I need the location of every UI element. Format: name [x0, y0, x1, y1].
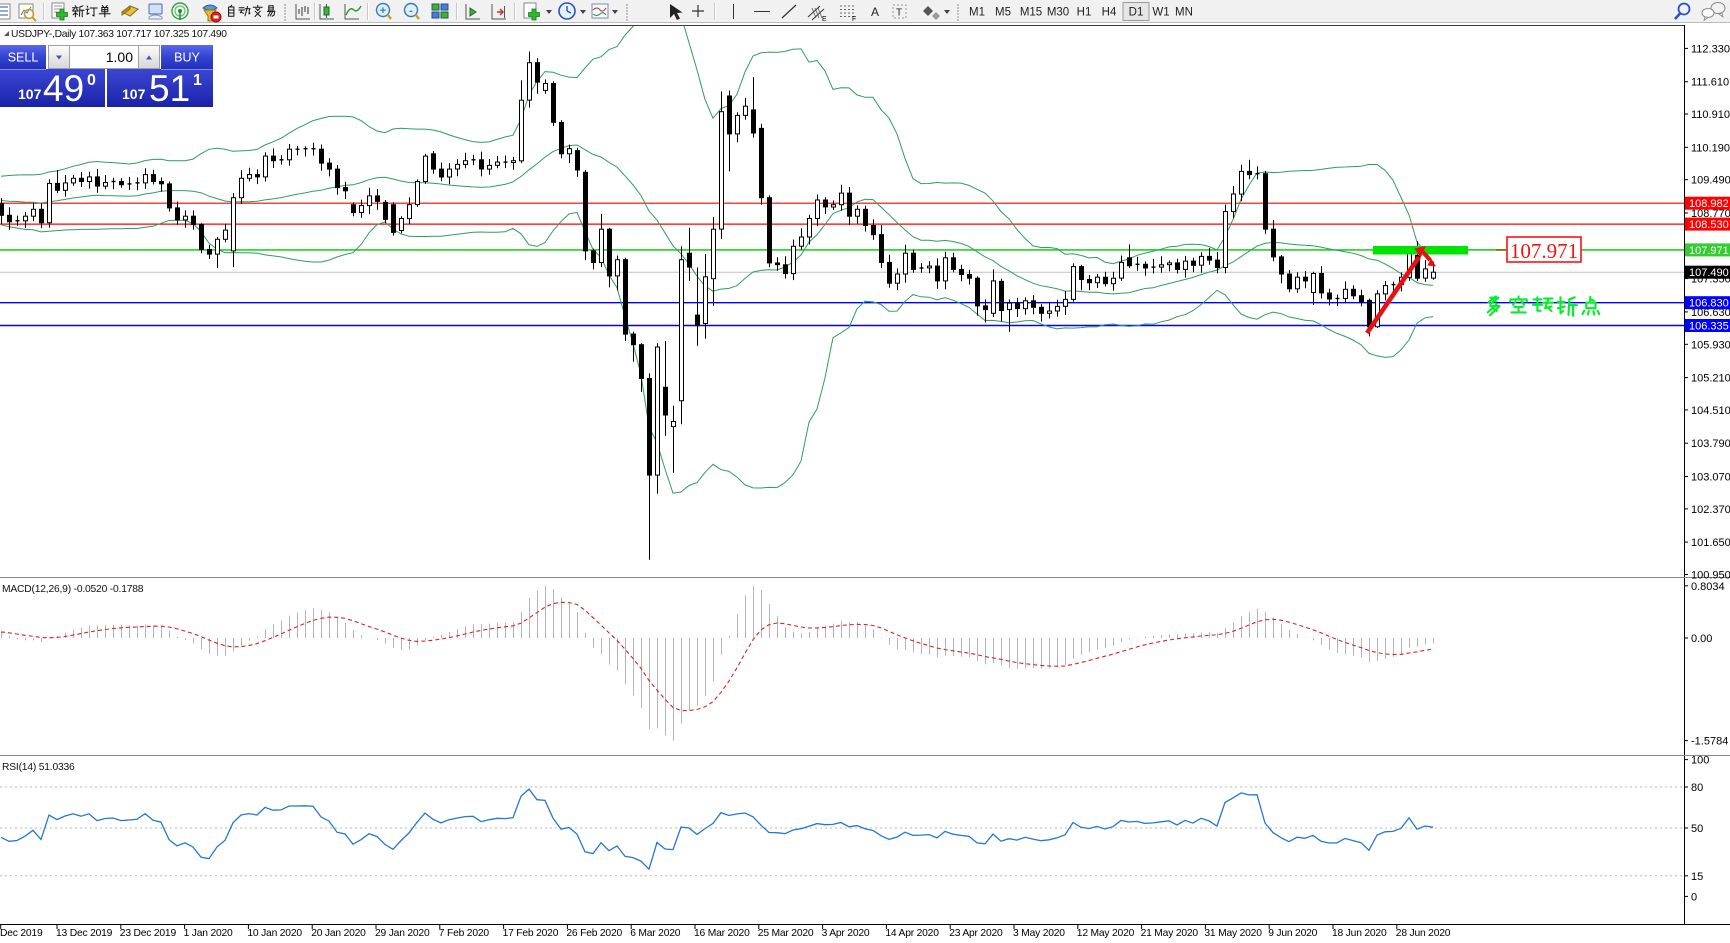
svg-text:MACD(12,26,9) -0.0520 -0.1788: MACD(12,26,9) -0.0520 -0.1788	[2, 584, 144, 595]
svg-text:H1: H1	[1077, 7, 1092, 19]
svg-text:31 May 2020: 31 May 2020	[1204, 928, 1262, 939]
svg-text:18 Jun 2020: 18 Jun 2020	[1332, 928, 1387, 939]
svg-text:102.370: 102.370	[1691, 504, 1730, 516]
svg-text:26 Feb 2020: 26 Feb 2020	[566, 928, 622, 939]
svg-text:105.930: 105.930	[1691, 339, 1730, 351]
svg-text:108.982: 108.982	[1689, 198, 1729, 210]
svg-text:49: 49	[43, 68, 84, 109]
svg-text:109.490: 109.490	[1691, 175, 1730, 187]
svg-text:110.910: 110.910	[1691, 109, 1730, 121]
svg-text:RSI(14) 51.0336: RSI(14) 51.0336	[2, 762, 75, 773]
svg-text:12 May 2020: 12 May 2020	[1077, 928, 1135, 939]
svg-text:50: 50	[1691, 823, 1703, 835]
svg-text:7 Feb 2020: 7 Feb 2020	[439, 928, 490, 939]
svg-text:1.00: 1.00	[106, 49, 133, 65]
svg-text:F: F	[852, 16, 856, 23]
svg-text:1 Jan 2020: 1 Jan 2020	[184, 928, 233, 939]
svg-text:-: -	[409, 5, 413, 17]
svg-text:21 May 2020: 21 May 2020	[1141, 928, 1199, 939]
svg-text:9 Jun 2020: 9 Jun 2020	[1268, 928, 1317, 939]
svg-text:USDJPY-,Daily 107.363 107.717: USDJPY-,Daily 107.363 107.717 107.325 10…	[11, 29, 227, 40]
svg-text:106.830: 106.830	[1689, 298, 1729, 310]
svg-text:110.190: 110.190	[1691, 142, 1730, 154]
svg-text:0.8034: 0.8034	[1691, 581, 1725, 593]
svg-text:20 Jan 2020: 20 Jan 2020	[311, 928, 366, 939]
svg-text:100.950: 100.950	[1691, 570, 1730, 582]
svg-text:BUY: BUY	[174, 51, 200, 65]
svg-text:H4: H4	[1102, 7, 1117, 19]
svg-text:W1: W1	[1152, 7, 1169, 19]
svg-text:105.210: 105.210	[1691, 373, 1730, 385]
svg-text:+: +	[380, 5, 386, 17]
svg-text:111.610: 111.610	[1691, 77, 1729, 89]
svg-text:80: 80	[1691, 782, 1703, 794]
svg-text:29 Jan 2020: 29 Jan 2020	[375, 928, 430, 939]
svg-text:M15: M15	[1020, 7, 1042, 19]
svg-text:108.530: 108.530	[1689, 219, 1729, 231]
svg-text:17 Feb 2020: 17 Feb 2020	[503, 928, 559, 939]
svg-text:112.330: 112.330	[1691, 43, 1730, 55]
svg-text:104.510: 104.510	[1691, 405, 1730, 417]
svg-text:6 Mar 2020: 6 Mar 2020	[630, 928, 681, 939]
svg-text:E: E	[822, 16, 827, 23]
svg-text:M1: M1	[969, 7, 985, 19]
svg-text:51: 51	[149, 68, 190, 109]
svg-text:28 Jun 2020: 28 Jun 2020	[1396, 928, 1451, 939]
svg-text:D1: D1	[1129, 7, 1144, 19]
svg-text:23 Dec 2019: 23 Dec 2019	[120, 928, 177, 939]
svg-text:3 Apr 2020: 3 Apr 2020	[822, 928, 870, 939]
svg-text:M30: M30	[1047, 7, 1069, 19]
svg-text:-1.5784: -1.5784	[1691, 736, 1728, 748]
svg-text:100: 100	[1691, 755, 1709, 767]
svg-text:103.790: 103.790	[1691, 438, 1730, 450]
svg-text:A: A	[871, 5, 879, 19]
svg-text:14 Apr 2020: 14 Apr 2020	[885, 928, 939, 939]
svg-text:10 Jan 2020: 10 Jan 2020	[247, 928, 302, 939]
svg-text:0: 0	[1691, 891, 1697, 903]
svg-text:13 Dec 2019: 13 Dec 2019	[56, 928, 113, 939]
svg-text:M5: M5	[995, 7, 1011, 19]
svg-text:T: T	[896, 8, 902, 19]
svg-text:101.650: 101.650	[1691, 537, 1730, 549]
svg-text:16 Mar 2020: 16 Mar 2020	[694, 928, 750, 939]
svg-text:0: 0	[87, 72, 96, 89]
svg-text:Dec 2019: Dec 2019	[0, 928, 43, 939]
svg-text:3 May 2020: 3 May 2020	[1013, 928, 1065, 939]
svg-text:107.490: 107.490	[1689, 267, 1729, 279]
svg-text:106.335: 106.335	[1689, 321, 1729, 333]
svg-text:15: 15	[1691, 871, 1703, 883]
svg-text:SELL: SELL	[8, 51, 39, 65]
svg-text:107: 107	[122, 86, 146, 102]
svg-text:107: 107	[18, 86, 42, 102]
svg-text:107.971: 107.971	[1689, 245, 1729, 257]
svg-text:MN: MN	[1175, 7, 1193, 19]
svg-text:103.070: 103.070	[1691, 472, 1730, 484]
svg-text:108.770: 108.770	[1691, 208, 1730, 220]
svg-text:1: 1	[193, 72, 202, 89]
svg-text:25 Mar 2020: 25 Mar 2020	[758, 928, 814, 939]
svg-text:0.00: 0.00	[1691, 633, 1712, 645]
svg-text:23 Apr 2020: 23 Apr 2020	[949, 928, 1003, 939]
svg-text:107.971: 107.971	[1510, 239, 1578, 263]
svg-text:106.630: 106.630	[1691, 307, 1730, 319]
